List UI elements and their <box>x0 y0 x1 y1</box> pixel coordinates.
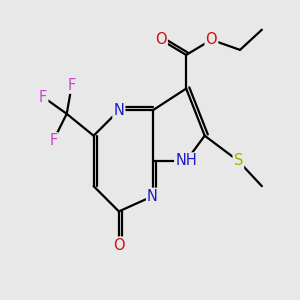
Text: F: F <box>39 89 47 104</box>
Text: NH: NH <box>175 153 197 168</box>
Text: S: S <box>234 153 243 168</box>
Text: O: O <box>113 238 125 253</box>
Text: N: N <box>113 103 124 118</box>
Text: F: F <box>68 78 76 93</box>
Text: F: F <box>49 133 57 148</box>
Text: O: O <box>206 32 217 47</box>
Text: N: N <box>147 189 158 204</box>
Text: O: O <box>155 32 167 47</box>
